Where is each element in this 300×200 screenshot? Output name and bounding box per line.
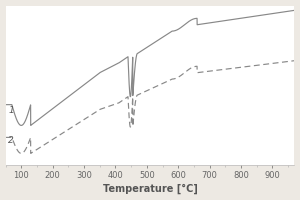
Text: 1: 1	[8, 106, 14, 115]
X-axis label: Temperature [°C]: Temperature [°C]	[103, 184, 197, 194]
Text: 2: 2	[8, 136, 14, 145]
